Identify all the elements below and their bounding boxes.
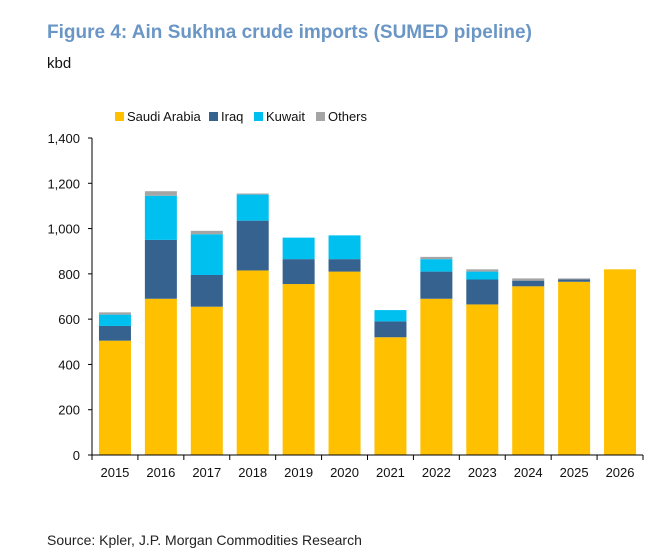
x-tick-label: 2020 [330,465,359,480]
bar-saudi-arabia-2023 [466,304,499,455]
x-tick-label: 2022 [422,465,451,480]
bar-saudi-arabia-2019 [282,284,315,455]
y-tick-label: 400 [58,357,80,372]
bar-saudi-arabia-2017 [190,306,223,455]
x-tick-label: 2023 [468,465,497,480]
bar-others-2018 [236,193,269,195]
y-tick-label: 0 [73,448,80,463]
bar-kuwait-2019 [282,237,315,260]
bar-saudi-arabia-2026 [604,269,637,455]
legend-label-others: Others [328,109,368,124]
bar-iraq-2023 [466,279,499,305]
x-tick-label: 2019 [284,465,313,480]
y-tick-label: 800 [58,267,80,282]
bar-others-2017 [190,230,223,235]
bar-others-2025 [558,278,591,280]
legend-swatch-others [316,112,325,121]
x-tick-label: 2015 [100,465,129,480]
bar-kuwait-2020 [328,235,361,260]
x-tick-label: 2021 [376,465,405,480]
bar-iraq-2019 [282,259,315,285]
bar-kuwait-2017 [190,234,223,275]
bar-saudi-arabia-2018 [236,270,269,455]
bar-kuwait-2015 [98,314,131,326]
bar-others-2015 [98,312,131,315]
bar-kuwait-2016 [144,195,177,240]
bar-iraq-2017 [190,274,223,307]
x-tick-label: 2018 [238,465,267,480]
x-tick-label: 2024 [514,465,543,480]
y-tick-label: 200 [58,403,80,418]
y-tick-label: 1,000 [47,222,80,237]
bar-others-2016 [144,191,177,196]
bar-iraq-2015 [98,325,131,341]
bar-kuwait-2021 [374,310,407,322]
legend-swatch-kuwait [254,112,263,121]
legend-label-kuwait: Kuwait [266,109,305,124]
bar-iraq-2022 [420,271,453,299]
bar-iraq-2018 [236,220,269,271]
bar-others-2023 [466,269,499,272]
bar-saudi-arabia-2021 [374,337,407,455]
legend-swatch-iraq [209,112,218,121]
bar-others-2024 [512,278,545,281]
y-tick-label: 1,200 [47,176,80,191]
x-tick-label: 2016 [146,465,175,480]
unit-label: kbd [47,55,72,72]
bar-iraq-2020 [328,259,361,272]
bar-saudi-arabia-2020 [328,271,361,455]
bar-saudi-arabia-2015 [98,340,131,455]
x-tick-label: 2025 [560,465,589,480]
bar-iraq-2016 [144,239,177,299]
x-tick-label: 2026 [606,465,635,480]
legend-label-iraq: Iraq [221,109,243,124]
bar-saudi-arabia-2016 [144,298,177,455]
bar-iraq-2025 [558,279,591,282]
chart-title: Figure 4: Ain Sukhna crude imports (SUME… [47,22,532,43]
bar-saudi-arabia-2024 [512,286,545,455]
source-note: Source: Kpler, J.P. Morgan Commodities R… [47,532,362,548]
bar-iraq-2021 [374,321,407,338]
y-tick-label: 600 [58,312,80,327]
bar-kuwait-2018 [236,194,269,221]
bar-kuwait-2023 [466,271,499,280]
legend-label-saudi-arabia: Saudi Arabia [127,109,201,124]
bar-saudi-arabia-2022 [420,298,453,455]
legend-swatch-saudi-arabia [115,112,124,121]
y-tick-label: 1,400 [47,131,80,146]
x-tick-label: 2017 [192,465,221,480]
bar-kuwait-2022 [420,259,453,272]
bar-others-2022 [420,256,453,260]
bar-iraq-2024 [512,280,545,287]
bar-saudi-arabia-2025 [558,281,591,455]
